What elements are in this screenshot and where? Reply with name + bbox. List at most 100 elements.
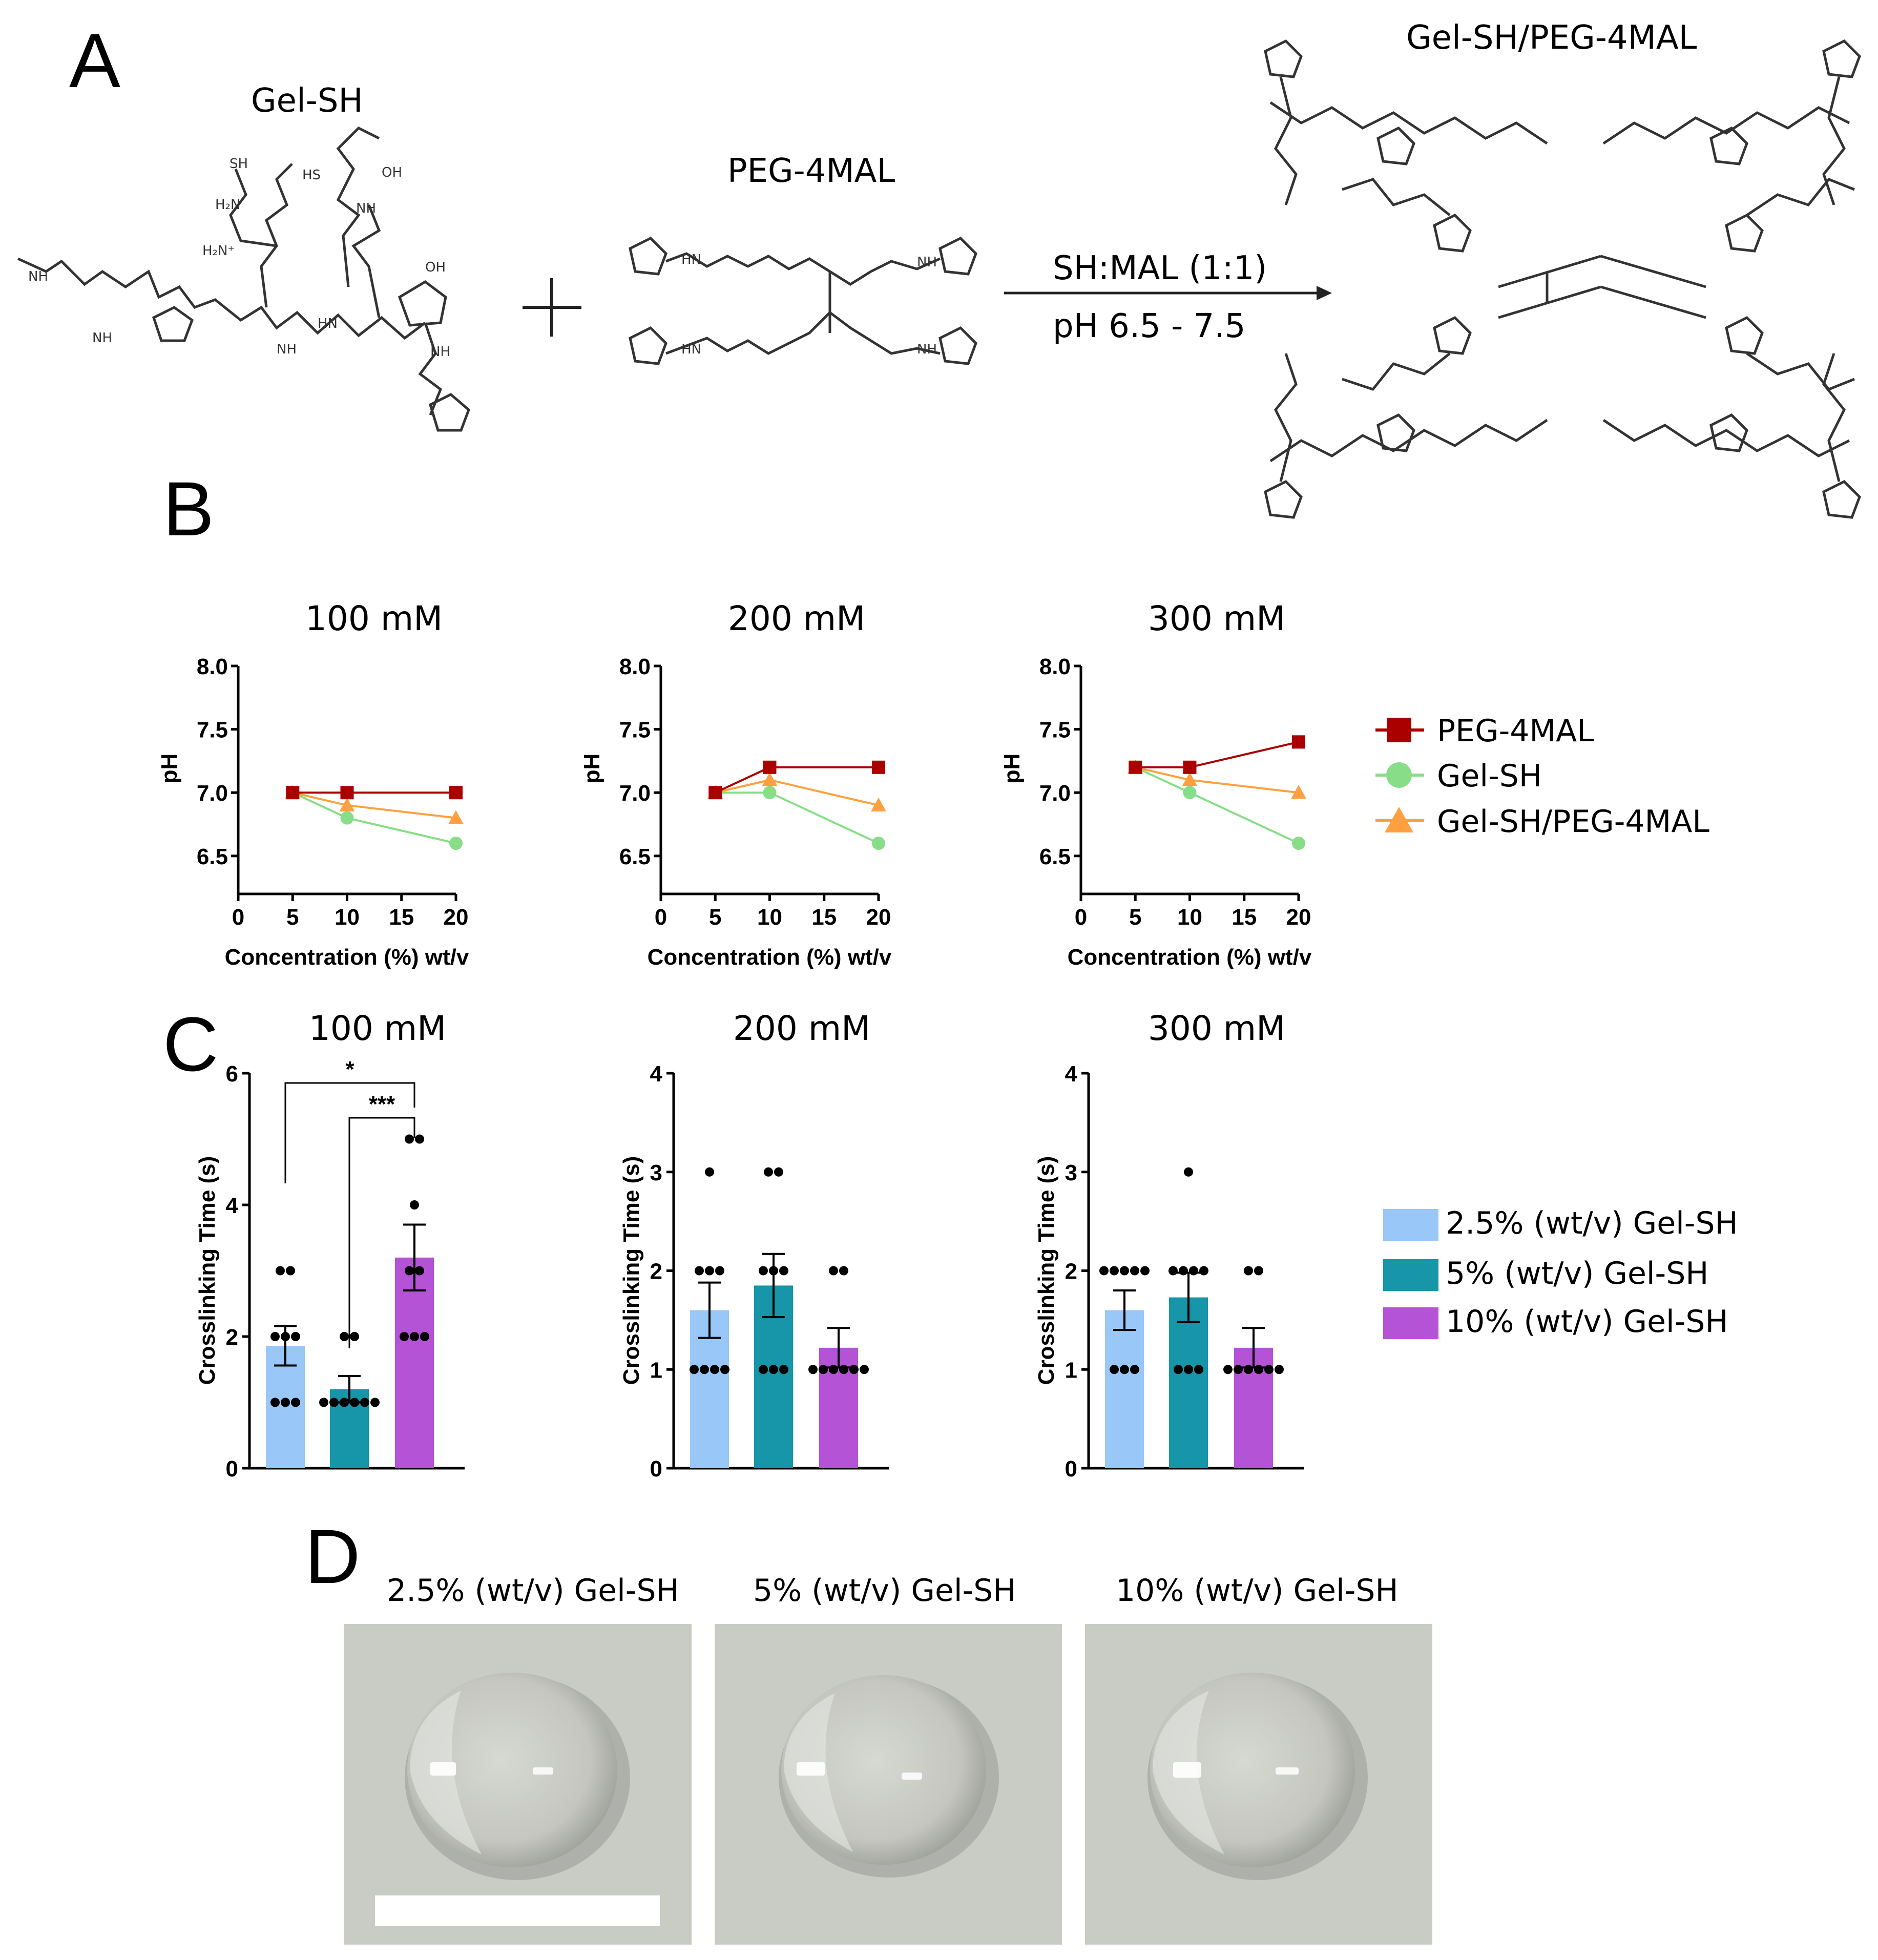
y-axis-title: Crosslinking Time (s) — [195, 1156, 220, 1385]
svg-text:NH: NH — [277, 342, 297, 357]
peg-4mal-title: PEG-4MAL — [727, 152, 895, 190]
data-dot — [710, 1365, 719, 1374]
chart-title: 100 mM — [309, 1009, 446, 1048]
y-tick-label: 6.5 — [1039, 844, 1071, 869]
y-tick-label: 3 — [650, 1160, 662, 1185]
data-dot — [360, 1398, 369, 1407]
y-tick-label: 1 — [1065, 1358, 1077, 1383]
data-dot — [420, 1332, 429, 1341]
data-dot — [690, 1365, 699, 1374]
significance-label: *** — [369, 1092, 395, 1117]
data-dot — [705, 1266, 714, 1276]
data-dot — [350, 1398, 359, 1407]
data-point — [339, 797, 355, 811]
hydrogel-photo-1 — [344, 1624, 692, 1945]
series-line — [1135, 741, 1299, 768]
condition-ratio: SH:MAL (1:1) — [1053, 249, 1267, 287]
data-dot — [1130, 1365, 1139, 1374]
y-tick-label: 0 — [1065, 1456, 1077, 1482]
y-tick-label: 7.5 — [197, 718, 228, 743]
data-dot — [270, 1398, 280, 1407]
y-tick-label: 1 — [650, 1358, 662, 1383]
data-point — [1182, 772, 1198, 786]
significance-bracket — [348, 1117, 415, 1348]
data-dot — [769, 1365, 778, 1374]
series-line — [292, 791, 456, 845]
y-tick-label: 7.0 — [1039, 781, 1071, 806]
chart-title: 200 mM — [728, 599, 865, 638]
data-point — [871, 797, 886, 811]
data-dot — [759, 1365, 768, 1374]
data-dot — [759, 1266, 768, 1276]
panel-a: A Gel-SH PEG-4MAL Gel-SH/PEG-4MAL NH NH … — [17, 17, 1861, 519]
data-point — [762, 772, 778, 786]
legend-label-peg: PEG-4MAL — [1437, 713, 1594, 749]
chart-title: 200 mM — [733, 1009, 870, 1048]
svg-text:HN: HN — [318, 316, 338, 331]
svg-text:H₂N: H₂N — [215, 197, 240, 213]
x-axis-title: Concentration (%) wt/v — [225, 945, 469, 970]
data-dot — [1110, 1266, 1119, 1276]
chart-title: 100 mM — [305, 599, 443, 638]
data-dot — [329, 1398, 339, 1407]
legend-swatch-5 — [1383, 1259, 1438, 1291]
condition-ph: pH 6.5 - 7.5 — [1053, 307, 1245, 345]
data-dot — [769, 1266, 778, 1276]
network-structure — [1264, 39, 1861, 519]
data-point — [1291, 785, 1306, 799]
y-tick-label: 6.5 — [197, 844, 228, 869]
x-tick-label: 5 — [709, 905, 721, 930]
data-dot — [400, 1332, 409, 1341]
svg-text:OH: OH — [425, 260, 446, 275]
photo-label-1: 2.5% (wt/v) Gel-SH — [387, 1573, 679, 1609]
bar — [1105, 1310, 1144, 1468]
panel-b-letter: B — [163, 466, 214, 552]
x-tick-label: 15 — [1232, 905, 1257, 930]
data-dot — [415, 1266, 424, 1276]
series-line — [292, 791, 456, 819]
legend-label-5: 5% (wt/v) Gel-SH — [1446, 1256, 1708, 1291]
data-dot — [276, 1266, 285, 1276]
data-point — [872, 837, 885, 850]
x-tick-label: 15 — [389, 905, 414, 930]
x-tick-label: 0 — [232, 905, 244, 930]
data-dot — [286, 1266, 295, 1276]
data-point — [340, 811, 354, 825]
data-dot — [695, 1266, 704, 1276]
svg-text:NH: NH — [28, 269, 48, 284]
data-dot — [1140, 1266, 1150, 1276]
legend-label-2-5: 2.5% (wt/v) Gel-SH — [1446, 1205, 1738, 1241]
data-dot — [1120, 1365, 1129, 1374]
data-point — [763, 786, 777, 800]
gel-sh-title: Gel-SH — [251, 82, 363, 120]
y-tick-label: 4 — [650, 1061, 663, 1087]
hydrogel-photo-3 — [1085, 1624, 1432, 1945]
crosslink-chart-300mm: 300 mM 0 1 2 3 4 Crosslinking Time (s) — [1034, 1009, 1304, 1482]
photo-label-2: 5% (wt/v) Gel-SH — [753, 1573, 1016, 1609]
data-dot — [1275, 1365, 1284, 1374]
data-dot — [839, 1266, 848, 1276]
data-point — [1129, 760, 1142, 774]
x-tick-label: 20 — [1286, 905, 1311, 930]
data-dot — [281, 1332, 290, 1341]
data-dot — [1184, 1167, 1193, 1177]
data-dot — [1254, 1365, 1263, 1374]
significance-label: * — [345, 1057, 354, 1082]
series-line — [715, 766, 879, 794]
product-title: Gel-SH/PEG-4MAL — [1406, 19, 1697, 57]
x-tick-label: 10 — [335, 905, 360, 930]
svg-text:NH: NH — [356, 201, 376, 216]
significance-bracket — [284, 1082, 415, 1183]
x-axis-title: Concentration (%) wt/v — [648, 945, 892, 970]
data-dot — [1168, 1266, 1178, 1276]
data-dot — [1199, 1266, 1208, 1276]
data-dot — [405, 1134, 414, 1144]
svg-text:NH: NH — [917, 255, 937, 270]
svg-text:OH: OH — [382, 165, 402, 180]
x-tick-label: 15 — [811, 905, 837, 930]
y-axis-title: Crosslinking Time (s) — [619, 1156, 644, 1385]
data-point — [708, 786, 722, 800]
data-dot — [1110, 1365, 1119, 1374]
legend-crosslink: 2.5% (wt/v) Gel-SH 5% (wt/v) Gel-SH 10% … — [1383, 1205, 1738, 1340]
